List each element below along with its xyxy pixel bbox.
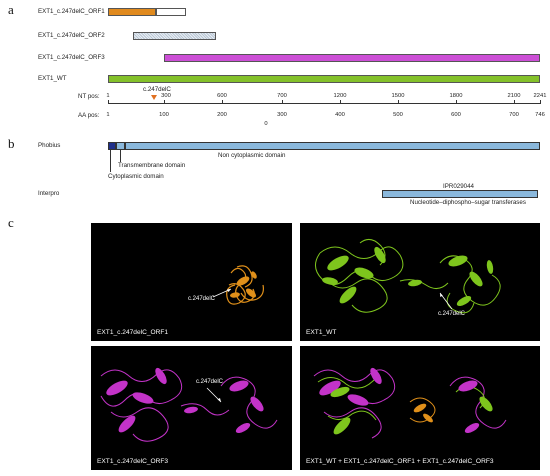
nt-tick: [456, 100, 457, 104]
panel-letter-c: c: [8, 215, 14, 230]
transmembrane-leader: [120, 150, 121, 162]
wt-mutation-label: c.247delC: [438, 311, 466, 317]
nt-tick-label: 600: [217, 93, 227, 99]
orf2-label: EXT1_c.247delC_ORF2: [38, 32, 105, 39]
ipr-description-label: Nucleotide–diphospho–sugar transferases: [410, 199, 526, 206]
orf1-bar-noncoding: [156, 8, 186, 16]
nt-axis-label: NT pos:: [78, 93, 100, 100]
aa-tick-label: 100: [159, 112, 169, 118]
cytoplasmic-domain-label: Cytoplasmic domain: [108, 173, 164, 180]
nt-tick: [340, 100, 341, 104]
nt-tick: [514, 100, 515, 104]
merged-structure-graphic: [313, 367, 507, 439]
ipr-domain-bar: [382, 190, 538, 198]
aa-tick-label: 500: [393, 112, 403, 118]
aa-tick-label: 300: [277, 112, 287, 118]
nt-tick-label: 1800: [449, 93, 463, 99]
nt-tick-label: 300: [161, 93, 171, 99]
aa-tick-label: 1: [106, 112, 110, 118]
merged-structure-label: EXT1_WT + EXT1_c.247delC_ORF1 + EXT1_c.2…: [306, 458, 494, 465]
nt-tick: [108, 100, 109, 104]
phobius-label: Phobius: [38, 142, 61, 149]
wt-label: EXT1_WT: [38, 75, 67, 82]
orf1-mutation-label: c.247delC: [188, 296, 216, 302]
nt-tick-label: 1200: [333, 93, 347, 99]
wt-structure-graphic: [315, 239, 501, 314]
aa-zero-label: 0: [264, 121, 268, 127]
nt-tick: [540, 100, 541, 104]
nt-tick: [282, 100, 283, 104]
non-cytoplasmic-domain-bar: [125, 142, 540, 150]
orf3-structure-label: EXT1_c.247delC_ORF3: [97, 458, 169, 465]
nt-tick: [398, 100, 399, 104]
nt-tick-label: 1500: [391, 93, 405, 99]
cytoplasmic-leader: [110, 150, 111, 172]
orf1-label: EXT1_c.247delC_ORF1: [38, 8, 105, 15]
mutation-marker: [151, 95, 157, 100]
non-cytoplasmic-domain-label: Non cytoplasmic domain: [218, 152, 286, 159]
orf3-structure-graphic: [100, 367, 278, 442]
panel-letter-b: b: [8, 136, 15, 151]
nt-tick: [164, 100, 165, 104]
orf3-bar: [164, 54, 540, 62]
orf3-mutation-label: c.247delC: [196, 379, 224, 385]
aa-tick-label: 746: [535, 112, 545, 118]
orf1-structure-graphic: [212, 265, 264, 305]
wt-structure-label: EXT1_WT: [306, 329, 337, 336]
aa-tick-label: 200: [217, 112, 227, 118]
structure-panel-orf1: c.247delC EXT1_c.247delC_ORF1: [91, 223, 292, 341]
aa-tick-label: 600: [451, 112, 461, 118]
interpro-label: Interpro: [38, 190, 60, 197]
structure-panel-merged: EXT1_WT + EXT1_c.247delC_ORF1 + EXT1_c.2…: [300, 346, 540, 470]
ipr-id-label: IPR029044: [443, 183, 474, 190]
aa-tick-label: 400: [335, 112, 345, 118]
aa-tick-label: 700: [509, 112, 519, 118]
aa-axis-label: AA pos:: [78, 112, 100, 119]
orf3-label: EXT1_c.247delC_ORF3: [38, 54, 105, 61]
nt-tick: [222, 100, 223, 104]
nt-axis-line: [108, 103, 541, 104]
panel-letter-a: a: [8, 2, 14, 17]
nt-tick-label: 700: [277, 93, 287, 99]
orf1-structure-label: EXT1_c.247delC_ORF1: [97, 329, 169, 336]
wt-bar: [108, 75, 540, 83]
cytoplasmic-domain-bar: [108, 142, 116, 150]
orf2-bar: [133, 32, 216, 40]
orf1-bar-coding: [108, 8, 156, 16]
transmembrane-domain-label: Transmembrane domain: [118, 162, 186, 169]
structure-panel-wt: c.247delC EXT1_WT: [300, 223, 540, 341]
structure-panel-orf3: c.247delC EXT1_c.247delC_ORF3: [91, 346, 292, 470]
nt-tick-label: 1: [106, 93, 110, 99]
transmembrane-domain-bar: [116, 142, 125, 150]
mutation-label: c.247delC: [143, 86, 171, 93]
nt-tick-label: 2100: [507, 93, 521, 99]
nt-tick-label: 2241: [533, 93, 547, 99]
